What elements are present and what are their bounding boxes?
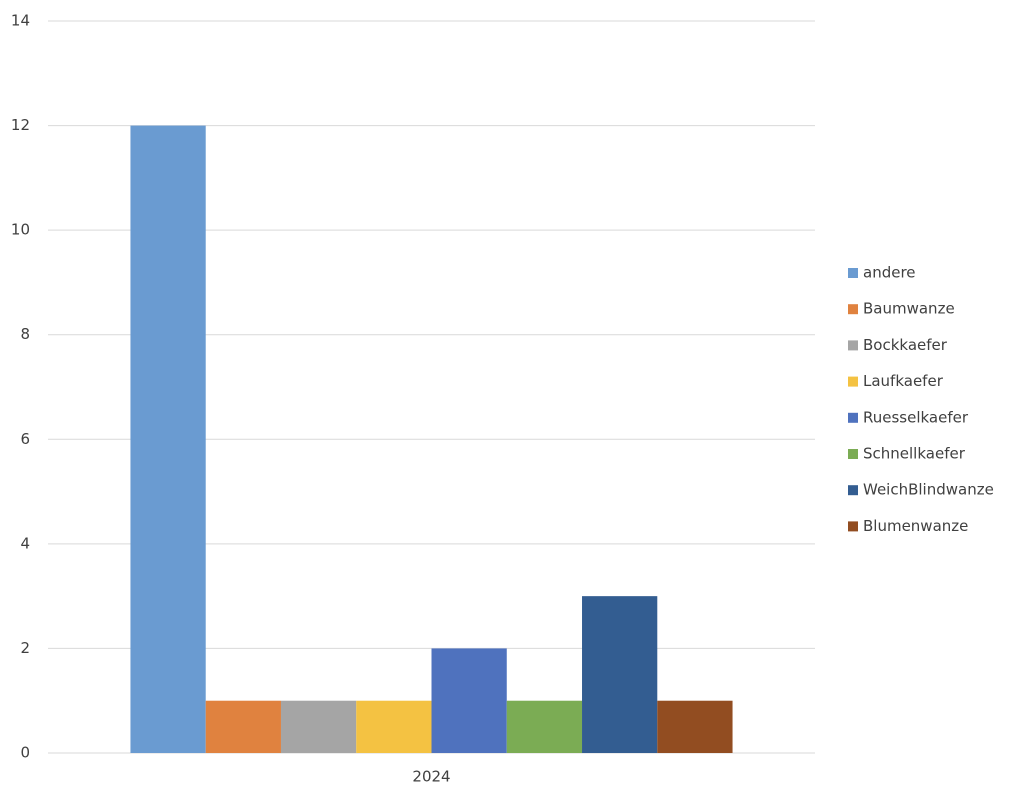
y-tick-label: 12 — [11, 116, 30, 134]
bar — [280, 700, 357, 753]
legend-swatch — [848, 449, 858, 459]
legend-label: andere — [863, 264, 916, 282]
legend-swatch — [848, 521, 858, 532]
y-tick-label: 14 — [11, 12, 30, 30]
bar — [657, 700, 733, 753]
legend-swatch — [848, 485, 858, 496]
legend-swatch — [848, 268, 858, 278]
legend-swatch — [848, 412, 858, 423]
legend-label: Ruesselkaefer — [863, 408, 969, 426]
bar — [431, 648, 507, 753]
bar — [582, 596, 658, 753]
legend-swatch — [848, 340, 858, 351]
legend-label: Baumwanze — [863, 300, 955, 318]
legend-swatch — [848, 304, 858, 315]
bar — [130, 125, 206, 754]
bar — [506, 700, 583, 753]
legend-label: Schnellkaefer — [863, 445, 966, 463]
legend-label: Bockkaefer — [863, 336, 948, 354]
y-tick-label: 4 — [20, 534, 30, 552]
x-tick-label: 2024 — [412, 768, 450, 786]
y-tick-label: 0 — [20, 744, 30, 762]
y-tick-label: 8 — [20, 325, 30, 343]
bar — [356, 700, 432, 753]
y-tick-label: 2 — [20, 639, 30, 657]
legend-label: Blumenwanze — [863, 517, 968, 535]
legend-swatch — [848, 376, 858, 387]
legend-label: Laufkaefer — [863, 372, 944, 390]
y-tick-label: 6 — [20, 430, 30, 448]
legend-label: WeichBlindwanze — [863, 481, 994, 499]
bar — [205, 700, 281, 753]
y-tick-label: 10 — [11, 221, 30, 239]
